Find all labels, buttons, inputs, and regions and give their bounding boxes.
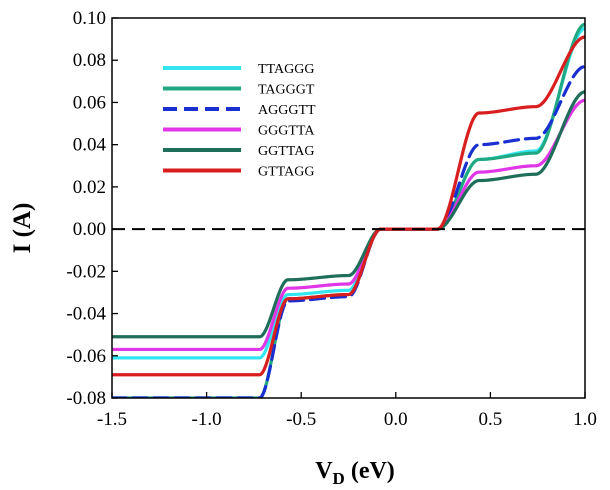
y-axis-title: I (A) — [9, 203, 36, 254]
legend-label-ggttag: GGTTAG — [258, 144, 314, 159]
y-tick-label: 0.10 — [73, 8, 106, 29]
legend-label-ttaggg: TTAGGG — [258, 62, 314, 77]
legend-label-gttagg: GTTAGG — [258, 165, 314, 180]
series-layer — [112, 22, 585, 398]
y-tick-label: -0.06 — [66, 346, 106, 367]
series-line-gttagg — [112, 35, 585, 377]
plot-frame — [111, 17, 586, 399]
legend-label-agggtt: AGGGTT — [258, 103, 316, 118]
y-tick-label: 0.02 — [73, 177, 106, 198]
x-axis-title-main: V — [315, 458, 333, 484]
series-line-ggttag — [112, 90, 585, 339]
x-axis-title: VD (eV) — [315, 458, 395, 488]
x-tick-label: 0.0 — [384, 409, 408, 430]
x-tick-label: -0.5 — [286, 409, 316, 430]
y-tick-label: -0.02 — [66, 261, 106, 282]
y-tick-label: 0.04 — [73, 135, 107, 156]
series-line-gggtta — [112, 98, 585, 352]
y-tick-label: 0.00 — [73, 219, 106, 240]
x-tick-label: -1.0 — [192, 409, 222, 430]
y-tick-label: -0.04 — [66, 304, 106, 325]
series-line-ttaggg — [112, 26, 585, 360]
legend-label-tagggt: TAGGGT — [258, 83, 315, 98]
x-axis: -1.5 -1.0 -0.5 0.0 0.5 1.0 — [97, 392, 597, 430]
x-tick-label: -1.5 — [97, 409, 127, 430]
series-line-agggtt — [112, 64, 585, 398]
series-line-tagggt — [112, 22, 585, 398]
legend: TTAGGG TAGGGT AGGGTT GGGTTA GGTTAG GTTAGG — [163, 62, 316, 180]
y-tick-label: 0.06 — [73, 92, 106, 113]
y-axis: -0.08 -0.06 -0.04 -0.02 0.00 0.02 0.04 0.06 0.08… — [66, 8, 118, 409]
x-tick-label: 0.5 — [479, 409, 503, 430]
y-tick-label: -0.08 — [66, 388, 106, 409]
x-tick-label: 1.0 — [573, 409, 597, 430]
y-tick-label: 0.08 — [73, 50, 106, 71]
x-axis-title-subscript: D — [333, 469, 345, 488]
x-axis-title-unit: (eV) — [351, 458, 395, 484]
legend-label-gggtta: GGGTTA — [258, 124, 315, 139]
